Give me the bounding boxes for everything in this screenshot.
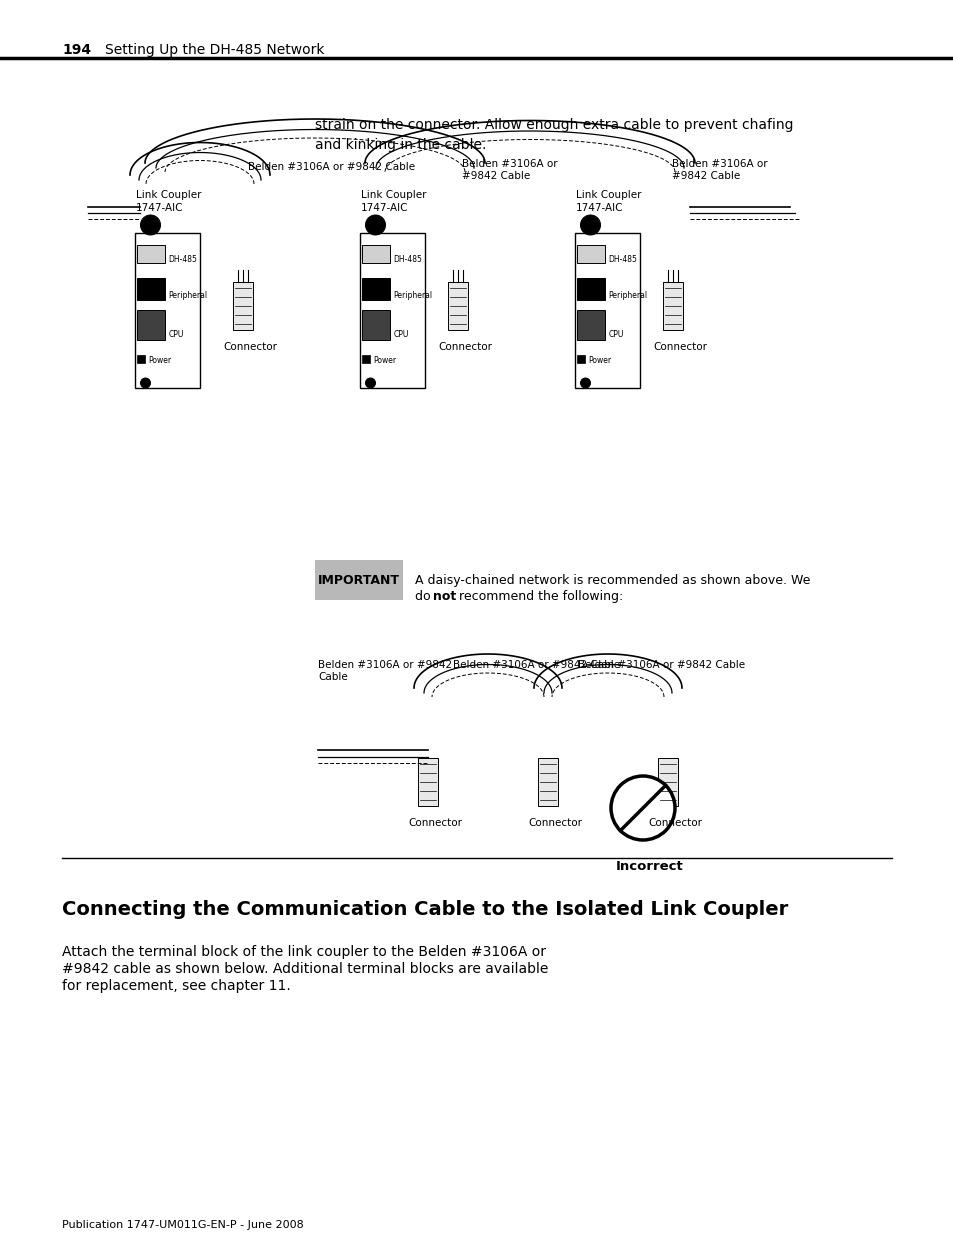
Bar: [362, 354, 370, 363]
Text: 194: 194: [62, 43, 91, 57]
Bar: [135, 233, 200, 388]
Bar: [537, 758, 558, 806]
Bar: [362, 278, 390, 300]
Bar: [137, 278, 165, 300]
Text: Power: Power: [149, 356, 172, 366]
Text: and kinking in the cable.: and kinking in the cable.: [314, 138, 486, 152]
Text: Connector: Connector: [647, 818, 701, 827]
Text: Incorrect: Incorrect: [616, 860, 683, 873]
Text: for replacement, see chapter 11.: for replacement, see chapter 11.: [62, 979, 291, 993]
Bar: [233, 282, 253, 330]
Text: Connector: Connector: [527, 818, 581, 827]
Text: Link Coupler: Link Coupler: [360, 190, 426, 200]
Circle shape: [610, 776, 675, 840]
Bar: [137, 245, 165, 263]
Text: Connecting the Communication Cable to the Isolated Link Coupler: Connecting the Communication Cable to th…: [62, 900, 787, 919]
Text: CPU: CPU: [169, 330, 184, 338]
Text: Attach the terminal block of the link coupler to the Belden #3106A or: Attach the terminal block of the link co…: [62, 945, 545, 960]
Bar: [577, 278, 605, 300]
Text: DH-485: DH-485: [608, 254, 637, 264]
Text: Belden #3106A or #9842 Cable: Belden #3106A or #9842 Cable: [248, 162, 415, 172]
Text: CPU: CPU: [393, 330, 409, 338]
Text: Power: Power: [374, 356, 396, 366]
Circle shape: [579, 215, 599, 235]
Bar: [577, 245, 605, 263]
Text: Cable: Cable: [317, 672, 348, 682]
Bar: [137, 310, 165, 340]
Circle shape: [140, 215, 160, 235]
Text: Connector: Connector: [437, 342, 492, 352]
Text: 1747-AIC: 1747-AIC: [360, 203, 408, 212]
Text: do: do: [415, 590, 435, 603]
Text: Connector: Connector: [223, 342, 276, 352]
Text: Connector: Connector: [652, 342, 706, 352]
Text: not: not: [433, 590, 456, 603]
Circle shape: [140, 378, 151, 388]
Text: Connector: Connector: [408, 818, 461, 827]
Text: Peripheral: Peripheral: [608, 291, 647, 300]
Text: IMPORTANT: IMPORTANT: [317, 573, 399, 587]
Text: Belden #3106A or: Belden #3106A or: [461, 159, 558, 169]
Circle shape: [365, 215, 385, 235]
Text: Power: Power: [588, 356, 611, 366]
Text: Belden #3106A or: Belden #3106A or: [671, 159, 767, 169]
Text: CPU: CPU: [608, 330, 623, 338]
Bar: [577, 354, 585, 363]
Bar: [137, 354, 146, 363]
Bar: [448, 282, 468, 330]
Bar: [575, 233, 639, 388]
Text: Belden #3106A or #9842 Cable: Belden #3106A or #9842 Cable: [453, 659, 619, 671]
Text: recommend the following:: recommend the following:: [455, 590, 622, 603]
Circle shape: [365, 378, 375, 388]
Text: Setting Up the DH-485 Network: Setting Up the DH-485 Network: [105, 43, 324, 57]
Text: A daisy-chained network is recommended as shown above. We: A daisy-chained network is recommended a…: [415, 574, 809, 587]
Bar: [662, 282, 682, 330]
Text: strain on the connector. Allow enough extra cable to prevent chafing: strain on the connector. Allow enough ex…: [314, 119, 793, 132]
Text: #9842 cable as shown below. Additional terminal blocks are available: #9842 cable as shown below. Additional t…: [62, 962, 548, 976]
Bar: [362, 245, 390, 263]
Text: Belden #3106A or #9842 Cable: Belden #3106A or #9842 Cable: [578, 659, 744, 671]
Bar: [417, 758, 437, 806]
Bar: [314, 559, 402, 600]
Bar: [577, 310, 605, 340]
Bar: [658, 758, 678, 806]
Text: 1747-AIC: 1747-AIC: [136, 203, 183, 212]
Text: Peripheral: Peripheral: [169, 291, 208, 300]
Text: Peripheral: Peripheral: [393, 291, 432, 300]
Text: DH-485: DH-485: [169, 254, 197, 264]
Text: 1747-AIC: 1747-AIC: [576, 203, 623, 212]
Bar: [360, 233, 425, 388]
Text: DH-485: DH-485: [393, 254, 422, 264]
Text: #9842 Cable: #9842 Cable: [461, 170, 530, 182]
Text: #9842 Cable: #9842 Cable: [671, 170, 740, 182]
Circle shape: [579, 378, 590, 388]
Bar: [362, 310, 390, 340]
Text: Link Coupler: Link Coupler: [576, 190, 640, 200]
Text: Belden #3106A or #9842: Belden #3106A or #9842: [317, 659, 452, 671]
Text: Link Coupler: Link Coupler: [136, 190, 201, 200]
Text: Publication 1747-UM011G-EN-P - June 2008: Publication 1747-UM011G-EN-P - June 2008: [62, 1220, 303, 1230]
